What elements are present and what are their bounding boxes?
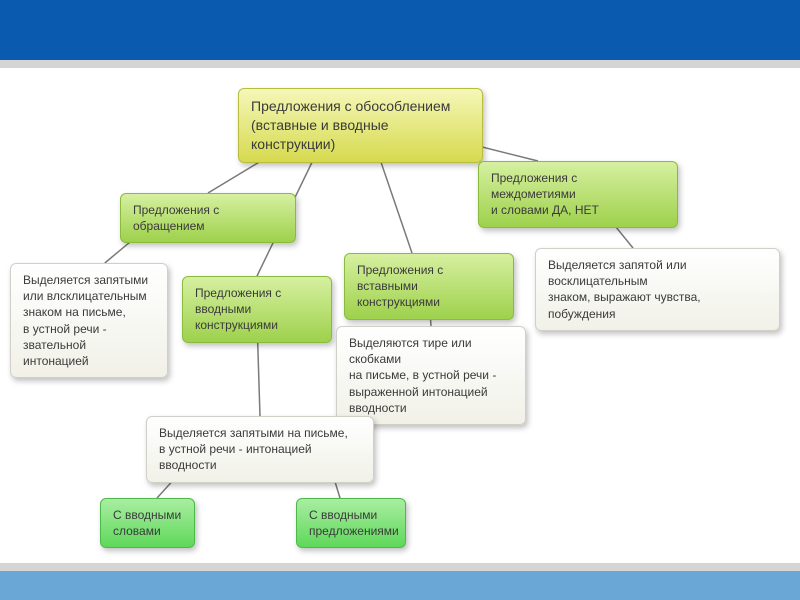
node-n_vst: Предложения с вставнымиконструкциями xyxy=(344,253,514,320)
node-n_obr: Предложения с обращением xyxy=(120,193,296,243)
header-bar xyxy=(0,0,800,60)
node-l_pred: С вводнымипредложениями xyxy=(296,498,406,548)
node-n_vvod: Предложения с вводнымиконструкциями xyxy=(182,276,332,343)
node-l_slov: С вводнымисловами xyxy=(100,498,195,548)
diagram-canvas: Предложения с обособлением(вставные и вв… xyxy=(0,68,800,563)
spacer-bar xyxy=(0,60,800,68)
node-d_vst: Выделяются тире или скобкамина письме, в… xyxy=(336,326,526,425)
footer-spacer xyxy=(0,563,800,571)
footer-bar xyxy=(0,571,800,600)
node-d_vvod: Выделяется запятыми на письме,в устной р… xyxy=(146,416,374,483)
node-root: Предложения с обособлением(вставные и вв… xyxy=(238,88,483,163)
node-d_obr: Выделяется запятымиили влсклицательнымзн… xyxy=(10,263,168,378)
node-n_int: Предложения с междометиямии словами ДА, … xyxy=(478,161,678,228)
node-d_int: Выделяется запятой или восклицательнымзн… xyxy=(535,248,780,331)
